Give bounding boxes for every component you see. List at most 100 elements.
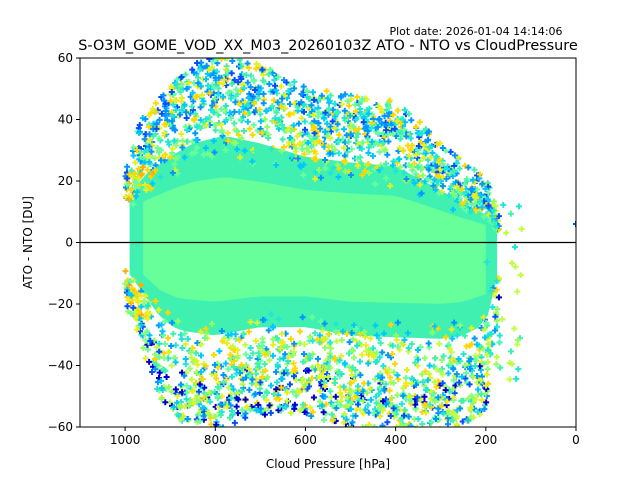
scatter-point bbox=[482, 334, 489, 341]
scatter-point bbox=[477, 343, 484, 350]
scatter-point bbox=[158, 385, 165, 392]
scatter-point bbox=[130, 201, 137, 208]
scatter-point bbox=[298, 115, 305, 122]
scatter-point bbox=[141, 159, 148, 166]
scatter-point bbox=[177, 111, 184, 118]
scatter-point bbox=[468, 341, 475, 348]
scatter-point bbox=[327, 353, 334, 360]
scatter-point bbox=[417, 166, 424, 173]
scatter-point bbox=[311, 118, 318, 125]
scatter-point bbox=[394, 343, 401, 350]
scatter-point bbox=[296, 340, 303, 347]
scatter-point bbox=[127, 186, 134, 193]
scatter-point bbox=[408, 340, 415, 347]
scatter-point bbox=[164, 309, 171, 316]
scatter-point bbox=[418, 190, 425, 197]
scatter-point bbox=[266, 402, 273, 409]
scatter-point bbox=[496, 332, 503, 339]
scatter-point bbox=[218, 408, 225, 415]
scatter-point bbox=[214, 393, 221, 400]
scatter-point bbox=[200, 98, 207, 105]
scatter-point bbox=[349, 364, 356, 371]
scatter-point bbox=[377, 340, 384, 347]
scatter-point bbox=[184, 335, 191, 342]
scatter-point bbox=[362, 406, 369, 413]
scatter-point bbox=[397, 164, 404, 171]
scatter-point bbox=[170, 403, 177, 410]
scatter-point bbox=[347, 406, 354, 413]
scatter-point bbox=[482, 185, 489, 192]
scatter-point bbox=[161, 318, 168, 325]
scatter-point bbox=[433, 383, 440, 390]
scatter-point bbox=[189, 66, 196, 73]
scatter-point bbox=[239, 81, 246, 88]
scatter-point bbox=[269, 157, 276, 164]
scatter-point bbox=[414, 356, 421, 363]
x-tick-label: 400 bbox=[384, 433, 407, 447]
scatter-point bbox=[308, 102, 315, 109]
scatter-point bbox=[254, 360, 261, 367]
scatter-point bbox=[161, 97, 168, 104]
scatter-point bbox=[342, 168, 349, 175]
scatter-point bbox=[436, 156, 443, 163]
scatter-point bbox=[325, 331, 332, 338]
scatter-point bbox=[300, 83, 307, 90]
scatter-point bbox=[426, 371, 433, 378]
scatter-point bbox=[411, 180, 418, 187]
scatter-point bbox=[413, 381, 420, 388]
scatter-point bbox=[254, 319, 261, 326]
scatter-point bbox=[223, 340, 230, 347]
scatter-point bbox=[344, 394, 351, 401]
scatter-point bbox=[431, 323, 438, 330]
scatter-point bbox=[158, 157, 165, 164]
scatter-point bbox=[333, 405, 340, 412]
scatter-point bbox=[170, 330, 177, 337]
scatter-point bbox=[462, 375, 469, 382]
scatter-point bbox=[315, 119, 322, 126]
scatter-point bbox=[322, 109, 329, 116]
scatter-point bbox=[160, 366, 167, 373]
scatter-point bbox=[197, 418, 204, 425]
scatter-point bbox=[409, 375, 416, 382]
scatter-point bbox=[442, 387, 449, 394]
scatter-point bbox=[316, 339, 323, 346]
scatter-point bbox=[169, 145, 176, 152]
scatter-point bbox=[455, 154, 462, 161]
y-tick-label: 0 bbox=[65, 236, 73, 250]
scatter-point bbox=[450, 196, 457, 203]
scatter-point bbox=[345, 102, 352, 109]
scatter-point bbox=[213, 375, 220, 382]
scatter-point bbox=[287, 409, 294, 416]
scatter-point bbox=[407, 422, 414, 427]
scatter-point bbox=[138, 171, 145, 178]
scatter-point bbox=[306, 133, 313, 140]
scatter-point bbox=[385, 366, 392, 373]
scatter-point bbox=[353, 116, 360, 123]
scatter-point bbox=[335, 173, 342, 180]
scatter-point bbox=[405, 345, 412, 352]
scatter-point bbox=[217, 412, 224, 419]
scatter-point bbox=[468, 325, 475, 332]
scatter-point bbox=[284, 389, 291, 396]
scatter-point bbox=[455, 187, 462, 194]
scatter-point bbox=[183, 115, 190, 122]
scatter-point bbox=[503, 229, 510, 236]
scatter-point bbox=[341, 360, 348, 367]
scatter-point bbox=[484, 371, 491, 378]
scatter-point bbox=[467, 365, 474, 372]
scatter-point bbox=[165, 335, 172, 342]
scatter-point bbox=[325, 363, 332, 370]
scatter-point bbox=[247, 406, 254, 413]
scatter-point bbox=[231, 120, 238, 127]
scatter-point bbox=[386, 97, 393, 104]
scatter-point bbox=[359, 424, 366, 427]
scatter-point bbox=[335, 150, 342, 157]
scatter-point bbox=[124, 303, 131, 310]
scatter-point bbox=[228, 394, 235, 401]
scatter-point bbox=[186, 399, 193, 406]
scatter-point bbox=[225, 137, 232, 144]
scatter-point bbox=[394, 392, 401, 399]
scatter-point bbox=[412, 359, 419, 366]
scatter-point bbox=[500, 201, 507, 208]
scatter-point bbox=[408, 117, 415, 124]
